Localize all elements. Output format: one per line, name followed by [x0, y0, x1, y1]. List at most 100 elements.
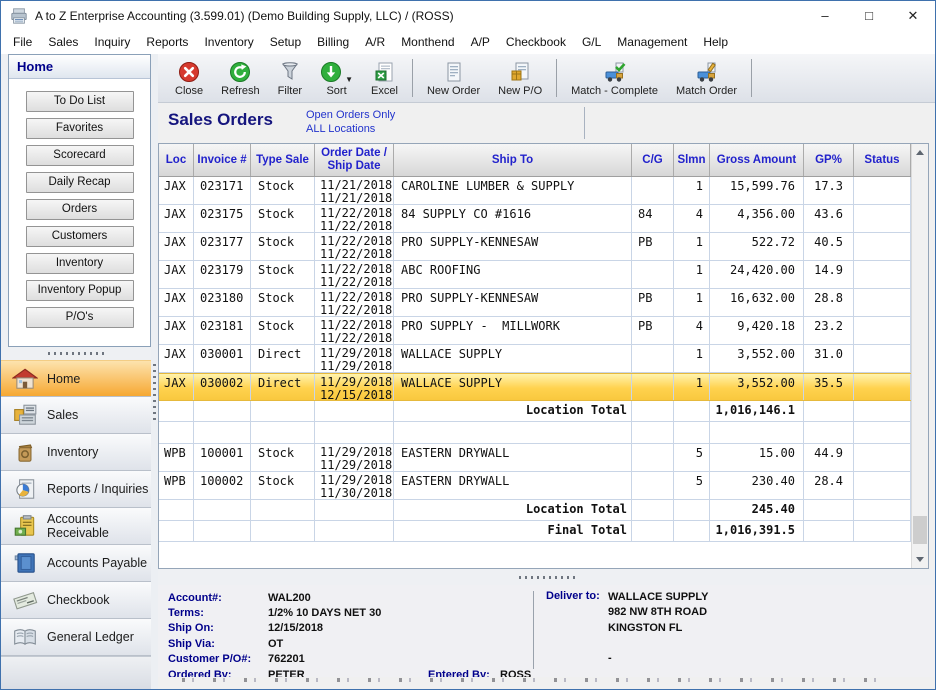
sidebar-item-home[interactable]: Home [1, 360, 151, 397]
toolbar-separator [556, 59, 557, 97]
menu-item-a-p[interactable]: A/P [463, 32, 498, 52]
cell-date: 11/22/2018 11/22/2018 [315, 261, 394, 288]
column-header-ship-to[interactable]: Ship To [394, 144, 632, 176]
match-complete-button[interactable]: Match - Complete [562, 54, 667, 102]
detail-value: OT [268, 638, 428, 650]
scrollbar-thumb[interactable] [913, 516, 927, 544]
sidebar-item-reports-inquiries[interactable]: Reports / Inquiries [1, 471, 151, 508]
column-header-gross-amount[interactable]: Gross Amount [710, 144, 804, 176]
column-header-gp%[interactable]: GP% [804, 144, 854, 176]
sidebar-button-orders[interactable]: Orders [26, 199, 134, 220]
sidebar-button-daily-recap[interactable]: Daily Recap [26, 172, 134, 193]
vertical-splitter[interactable] [151, 54, 158, 689]
sidebar-item-general-ledger[interactable]: General Ledger [1, 619, 151, 656]
all-locations-link[interactable]: ALL Locations [306, 122, 395, 136]
refresh-button[interactable]: Refresh [212, 54, 269, 102]
scroll-down-icon[interactable] [912, 551, 928, 568]
cell-status [854, 177, 911, 204]
cell-ship: ABC ROOFING [394, 261, 632, 288]
maximize-button[interactable]: □ [847, 1, 891, 30]
deliver-to-line: KINGSTON FL [608, 621, 708, 636]
sidebar-splitter[interactable] [1, 347, 151, 360]
cell-slmn: 1 [674, 374, 710, 400]
column-header-invoice-#[interactable]: Invoice # [194, 144, 251, 176]
minimize-button[interactable]: – [803, 1, 847, 30]
excel-button[interactable]: Excel [362, 54, 407, 102]
open-orders-only-link[interactable]: Open Orders Only [306, 108, 395, 122]
table-row[interactable]: JAX030002Direct11/29/2018 12/15/2018WALL… [159, 373, 911, 401]
menu-item-file[interactable]: File [5, 32, 40, 52]
menu-item-reports[interactable]: Reports [138, 32, 196, 52]
sidebar-filler [1, 656, 151, 689]
sales-icon [12, 402, 38, 428]
sidebar-item-sales[interactable]: Sales [1, 397, 151, 434]
column-header-loc[interactable]: Loc [159, 144, 194, 176]
filter-button[interactable]: Filter [269, 54, 311, 102]
menu-item-inquiry[interactable]: Inquiry [86, 32, 138, 52]
table-row[interactable]: JAX023171Stock11/21/2018 11/21/2018CAROL… [159, 177, 911, 205]
sidebar-button-to-do-list[interactable]: To Do List [26, 91, 134, 112]
detail-row: Customer P/O#:762201 [168, 652, 531, 667]
menu-item-g-l[interactable]: G/L [574, 32, 609, 52]
menu-item-management[interactable]: Management [609, 32, 695, 52]
sidebar-item-accounts-payable[interactable]: Accounts Payable [1, 545, 151, 582]
menu-item-billing[interactable]: Billing [309, 32, 357, 52]
menu-item-help[interactable]: Help [695, 32, 736, 52]
new-order-button[interactable]: New Order [418, 54, 489, 102]
column-header-c-g[interactable]: C/G [632, 144, 674, 176]
close-button[interactable]: Close [166, 54, 212, 102]
menu-item-checkbook[interactable]: Checkbook [498, 32, 574, 52]
accounts-receivable-icon [12, 513, 38, 539]
table-row[interactable]: WPB100001Stock11/29/2018 11/29/2018EASTE… [159, 444, 911, 472]
sort-button[interactable]: ▼Sort [311, 54, 362, 102]
details-splitter[interactable] [158, 569, 935, 585]
cell-cg: PB [632, 233, 674, 260]
general-ledger-icon [12, 624, 38, 650]
toolbar: CloseRefreshFilter▼SortExcel New Order New… [158, 54, 935, 103]
table-row[interactable]: JAX023180Stock11/22/2018 11/22/2018PRO S… [159, 289, 911, 317]
table-row[interactable]: WPB100002Stock11/29/2018 11/30/2018EASTE… [159, 472, 911, 500]
sidebar-item-inventory[interactable]: Inventory [1, 434, 151, 471]
cell-empty [159, 422, 194, 443]
menu-item-sales[interactable]: Sales [40, 32, 86, 52]
total-amount: 1,016,391.5 [710, 521, 804, 541]
dropdown-caret-icon[interactable]: ▼ [345, 75, 353, 84]
deliver-to-address: WALLACE SUPPLY982 NW 8TH ROADKINGSTON FL… [608, 590, 708, 667]
new-order-label: New Order [427, 85, 480, 97]
menu-item-monthend[interactable]: Monthend [393, 32, 462, 52]
column-header-status[interactable]: Status [854, 144, 911, 176]
close-window-button[interactable]: ✕ [891, 1, 935, 30]
sidebar-button-scorecard[interactable]: Scorecard [26, 145, 134, 166]
cell-empty [194, 401, 251, 421]
cell-date: 11/22/2018 11/22/2018 [315, 205, 394, 232]
sidebar-button-inventory-popup[interactable]: Inventory Popup [26, 280, 134, 301]
table-row[interactable]: JAX023175Stock11/22/2018 11/22/201884 SU… [159, 205, 911, 233]
table-row[interactable]: JAX023181Stock11/22/2018 11/22/2018PRO S… [159, 317, 911, 345]
sidebar-button-inventory[interactable]: Inventory [26, 253, 134, 274]
table-row[interactable]: JAX023177Stock11/22/2018 11/22/2018PRO S… [159, 233, 911, 261]
cell-loc: JAX [159, 261, 194, 288]
column-header-order-date-ship-date[interactable]: Order Date / Ship Date [315, 144, 394, 176]
sidebar-button-favorites[interactable]: Favorites [26, 118, 134, 139]
new-p-o-button[interactable]: New P/O [489, 54, 551, 102]
cell-empty [632, 500, 674, 520]
table-row[interactable]: JAX030001Direct11/29/2018 11/29/2018WALL… [159, 345, 911, 373]
scroll-up-icon[interactable] [912, 144, 928, 161]
column-header-slmn[interactable]: Slmn [674, 144, 710, 176]
table-row[interactable]: JAX023179Stock11/22/2018 11/22/2018ABC R… [159, 261, 911, 289]
sidebar-item-checkbook[interactable]: Checkbook [1, 582, 151, 619]
cell-empty [804, 500, 854, 520]
sidebar-button-p-o-s[interactable]: P/O's [26, 307, 134, 328]
menu-item-a-r[interactable]: A/R [357, 32, 393, 52]
menu-item-inventory[interactable]: Inventory [196, 32, 261, 52]
cell-loc: WPB [159, 444, 194, 471]
sidebar-item-accounts-receivable[interactable]: Accounts Receivable [1, 508, 151, 545]
cell-ship: EASTERN DRYWALL [394, 444, 632, 471]
match-order-button[interactable]: Match Order [667, 54, 746, 102]
menu-item-setup[interactable]: Setup [262, 32, 309, 52]
column-header-type-sale[interactable]: Type Sale [251, 144, 315, 176]
table-scrollbar[interactable] [911, 144, 928, 568]
cell-empty [674, 521, 710, 541]
sidebar-button-customers[interactable]: Customers [26, 226, 134, 247]
match-order-icon [696, 61, 718, 83]
